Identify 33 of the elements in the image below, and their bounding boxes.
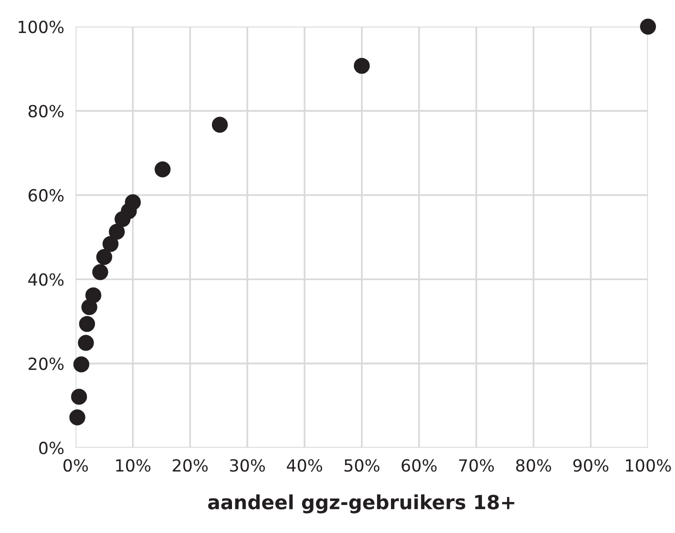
y-tick-label: 0% — [39, 442, 64, 454]
x-tick-label: 0% — [63, 459, 88, 472]
x-tick-label: 90% — [573, 459, 608, 472]
point — [108, 224, 125, 240]
x-tick-label: 60% — [402, 459, 437, 472]
point — [73, 356, 90, 372]
y-tick-label: 40% — [28, 273, 64, 286]
point — [640, 18, 656, 35]
point — [96, 248, 112, 265]
y-tick-label: 80% — [28, 104, 64, 118]
point — [78, 334, 94, 351]
point — [212, 116, 228, 133]
x-tick-label: 30% — [230, 459, 265, 472]
x-tick-label: 100% — [626, 459, 671, 472]
point — [102, 236, 118, 252]
point — [124, 194, 141, 210]
y-tick-label: 20% — [28, 357, 64, 370]
y-tick-label: 100% — [18, 20, 64, 34]
point — [79, 316, 96, 332]
x-tick-label: 70% — [459, 459, 494, 472]
point — [354, 58, 370, 74]
point — [85, 287, 102, 304]
point — [92, 264, 108, 280]
x-axis-title: aandeel ggz-gebruikers 18+ — [208, 494, 514, 514]
x-tick-label: 40% — [286, 459, 322, 472]
y-tick-label: 60% — [28, 189, 64, 202]
point — [69, 409, 86, 426]
point — [154, 161, 171, 178]
x-tick-label: 80% — [516, 459, 552, 472]
x-tick-label: 50% — [344, 459, 380, 472]
x-tick-label: 10% — [116, 459, 150, 472]
point — [71, 388, 88, 405]
x-tick-label: 20% — [172, 459, 208, 472]
